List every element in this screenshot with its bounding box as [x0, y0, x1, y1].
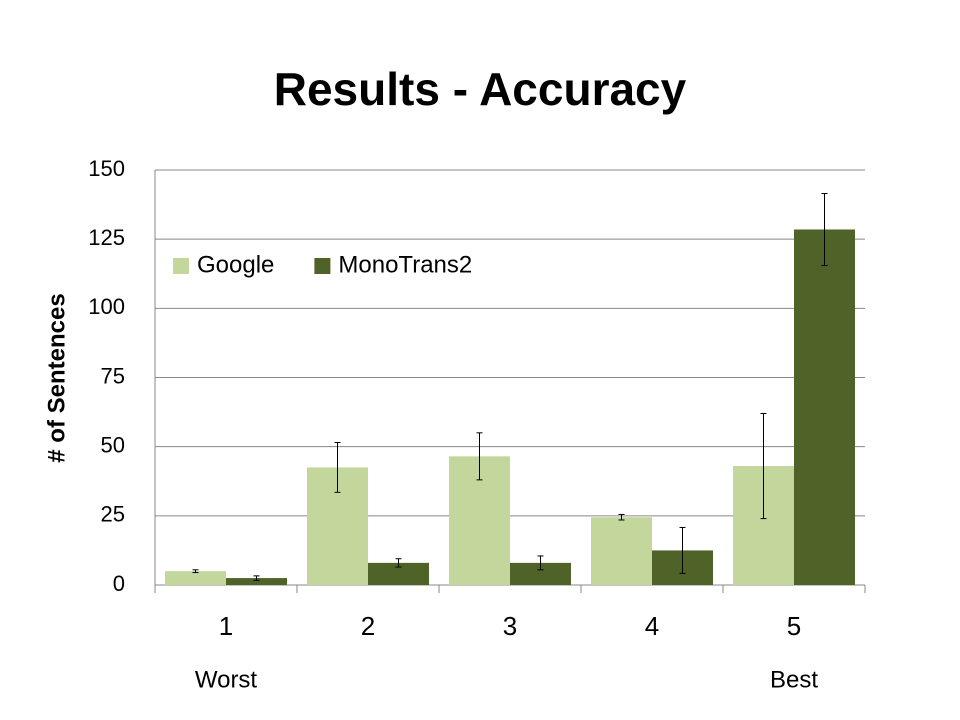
error-bar [618, 513, 625, 521]
error-bar [253, 575, 260, 581]
error-bar [192, 569, 199, 574]
x-tick-label: 5 [787, 611, 801, 641]
error-bar [821, 193, 828, 266]
bar [591, 517, 652, 585]
y-tick-label: 100 [88, 294, 125, 319]
error-bar [334, 442, 341, 493]
error-bar [679, 526, 686, 574]
y-tick-label: 50 [101, 432, 125, 457]
x-tick-label: 1 [219, 611, 233, 641]
bar [165, 571, 226, 585]
y-tick-label: 75 [101, 363, 125, 388]
y-axis-label: # of Sentences [43, 293, 70, 462]
chart-title: Results - Accuracy [274, 63, 687, 115]
error-bar [476, 432, 483, 481]
y-tick-label: 0 [113, 571, 125, 596]
error-bar [395, 558, 402, 568]
legend-swatch [314, 258, 331, 274]
x-tick-label: 2 [361, 611, 375, 641]
legend-swatch [173, 258, 189, 274]
annotation: Best [770, 666, 818, 693]
y-tick-label: 125 [88, 225, 125, 250]
bar [368, 562, 429, 585]
x-tick-label: 4 [645, 611, 659, 641]
error-bar [537, 555, 544, 571]
bar [794, 229, 855, 585]
y-tick-label: 25 [101, 502, 125, 527]
bar [510, 562, 571, 585]
legend-label: Google [197, 251, 274, 278]
y-tick-label: 150 [88, 156, 125, 181]
x-tick-label: 3 [503, 611, 517, 641]
bar [226, 578, 287, 585]
annotation: Worst [195, 666, 258, 693]
legend-label: MonoTrans2 [338, 251, 472, 278]
error-bar [760, 412, 767, 520]
